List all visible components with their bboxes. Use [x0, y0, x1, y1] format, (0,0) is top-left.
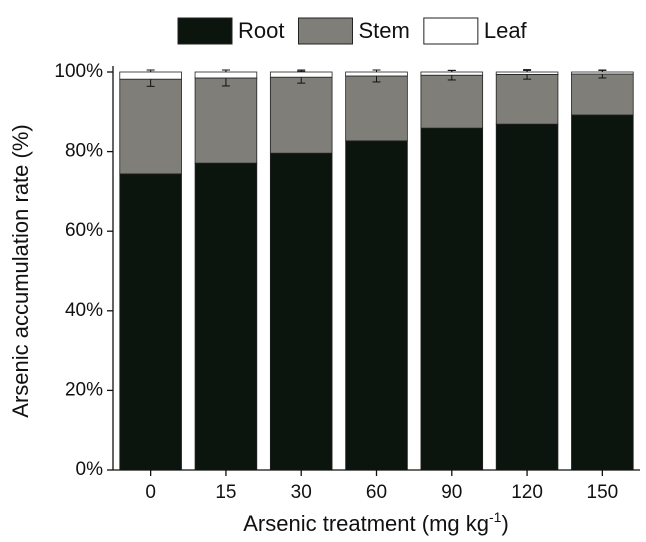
x-tick-label: 60: [366, 482, 387, 503]
bar-segment: [269, 76, 333, 154]
y-tick-label: 20%: [65, 379, 103, 400]
y-axis-title: Arsenic accumulation rate (%): [8, 124, 33, 417]
bar-segment: [345, 71, 408, 77]
legend-swatch: [423, 17, 479, 45]
x-tick-label: 0: [145, 482, 156, 503]
bar-segment: [420, 74, 484, 129]
bar-segment: [571, 114, 634, 471]
y-tick-label: 40%: [65, 300, 103, 321]
bar-segment: [119, 78, 182, 175]
bar-segment: [495, 123, 559, 471]
bar-segment: [119, 173, 182, 471]
bar-segment: [194, 162, 258, 471]
x-tick-label: 120: [511, 482, 543, 503]
bar-segment: [420, 127, 484, 471]
bar-segment: [269, 71, 333, 78]
legend-swatch: [177, 17, 233, 45]
x-tick-label: 30: [291, 482, 312, 503]
bar-segment: [495, 71, 559, 75]
y-tick-label: 60%: [65, 220, 103, 241]
x-tick-label: 150: [587, 482, 619, 503]
bar-segment: [119, 71, 182, 80]
y-tick-label: 100%: [54, 61, 103, 82]
legend-label: Stem: [358, 18, 409, 43]
x-tick-label: 15: [215, 482, 236, 503]
bar-segment: [269, 152, 333, 471]
bar-segment: [194, 71, 258, 79]
y-tick-label: 0%: [76, 459, 104, 480]
bar-segment: [495, 73, 559, 125]
x-axis-title: Arsenic treatment (mg kg-1): [243, 509, 509, 536]
bar-segment: [420, 71, 484, 76]
legend-label: Root: [238, 18, 284, 43]
y-tick-label: 80%: [65, 141, 103, 162]
bar-segment: [571, 73, 634, 116]
x-axis-title-sup: -1: [489, 509, 502, 525]
bar-segment: [345, 140, 408, 471]
x-axis-title-suffix: ): [501, 511, 508, 536]
legend-label: Leaf: [484, 18, 528, 43]
bar-segment: [345, 75, 408, 142]
x-tick-label: 90: [441, 482, 462, 503]
bar-segment: [194, 77, 258, 164]
legend-swatch: [297, 17, 353, 45]
x-axis-title-text: Arsenic treatment (mg kg: [243, 511, 489, 536]
bar-segment: [571, 71, 634, 75]
